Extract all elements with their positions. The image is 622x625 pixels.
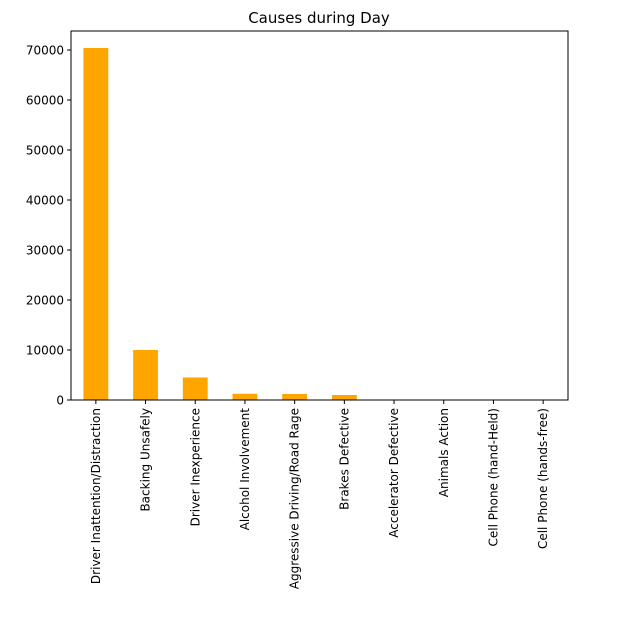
x-tick-label: Alcohol Involvement bbox=[238, 408, 252, 531]
y-tick-label: 30000 bbox=[26, 244, 64, 258]
bar-0 bbox=[83, 48, 109, 400]
y-tick-label: 20000 bbox=[26, 294, 64, 308]
x-tick-label: Brakes Defective bbox=[337, 408, 351, 510]
x-tick-label: Accelerator Defective bbox=[387, 408, 401, 538]
x-tick-label: Cell Phone (hand-Held) bbox=[486, 408, 500, 546]
bars-group bbox=[83, 48, 556, 400]
y-tick-label: 10000 bbox=[26, 344, 64, 358]
x-tick-label: Cell Phone (hands-free) bbox=[536, 408, 550, 549]
y-axis: 0 10000 20000 30000 40000 50000 60000 70000 bbox=[26, 44, 71, 408]
y-tick-label: 70000 bbox=[26, 44, 64, 58]
bar-2 bbox=[182, 377, 208, 400]
plot-frame bbox=[70, 30, 569, 401]
x-tick-label: Aggressive Driving/Road Rage bbox=[288, 408, 302, 589]
chart-title: Causes during Day bbox=[248, 9, 390, 27]
x-tick-label: Backing Unsafely bbox=[139, 408, 153, 512]
x-axis: Driver Inattention/Distraction Backing Un… bbox=[89, 400, 550, 589]
x-tick-label: Animals Action bbox=[437, 408, 451, 497]
x-tick-label: Driver Inexperience bbox=[188, 408, 202, 526]
bar-3 bbox=[232, 393, 258, 400]
y-tick-label: 0 bbox=[56, 394, 64, 408]
bar-5 bbox=[331, 395, 357, 400]
bar-1 bbox=[133, 350, 158, 400]
bar-4 bbox=[282, 394, 308, 400]
y-tick-label: 40000 bbox=[26, 194, 64, 208]
y-tick-label: 60000 bbox=[26, 94, 64, 108]
x-tick-label: Driver Inattention/Distraction bbox=[89, 408, 103, 584]
y-tick-label: 50000 bbox=[26, 144, 64, 158]
